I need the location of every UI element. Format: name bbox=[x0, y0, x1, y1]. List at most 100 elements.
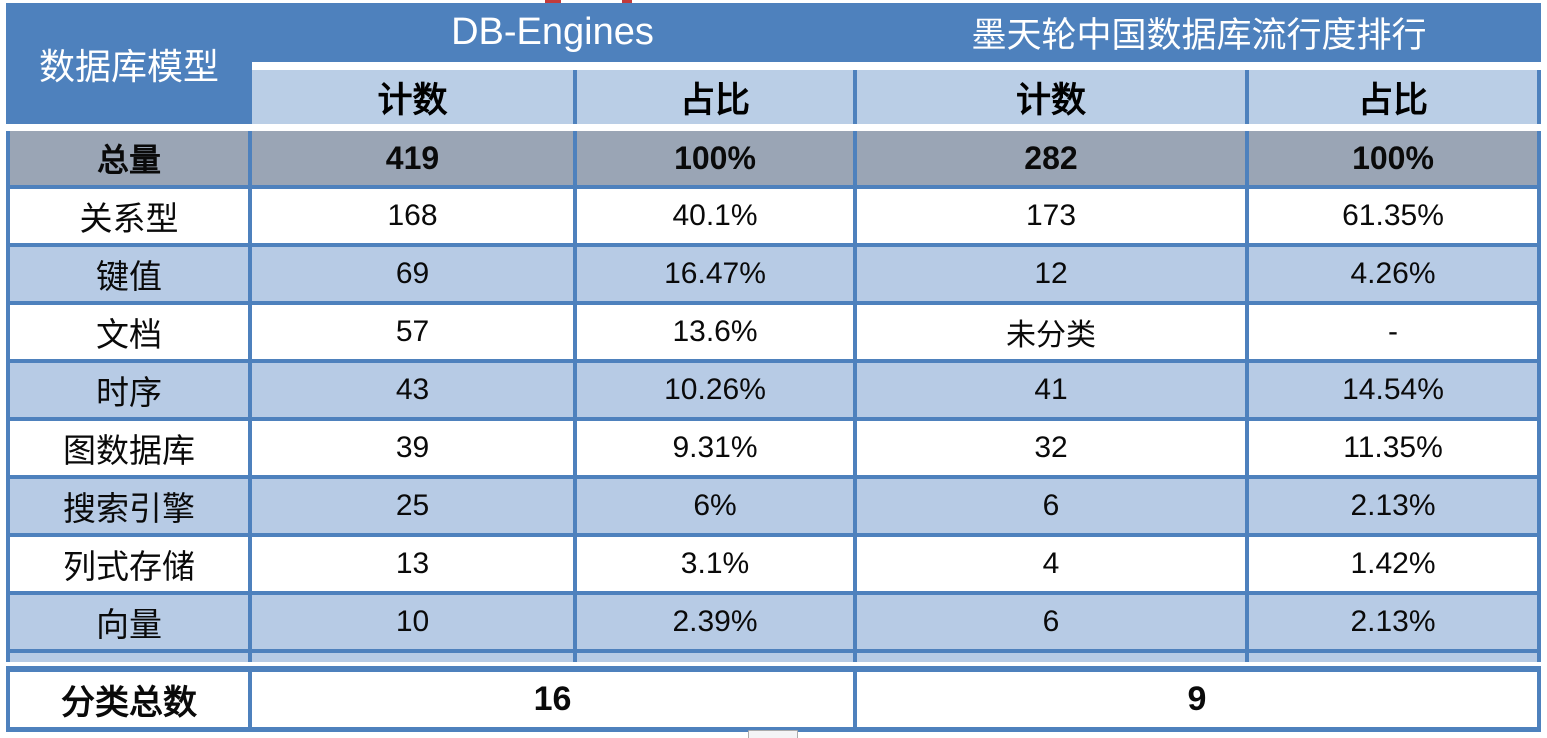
cell-value: 100% bbox=[1249, 131, 1537, 185]
column-divider bbox=[573, 305, 577, 359]
cell-value: 未分类 bbox=[1006, 319, 1096, 352]
cell-value: 43 bbox=[252, 363, 573, 417]
header-gap-strip bbox=[252, 62, 1541, 70]
column-divider bbox=[573, 595, 577, 649]
column-divider bbox=[248, 247, 252, 301]
row-label: 关系型 bbox=[79, 202, 179, 238]
database-model-comparison-table: DB-Engines 墨天轮中国数据库流行度排行 数据库模型 计数 占比 计数 … bbox=[6, 3, 1541, 732]
table-row: 图数据库 39 9.31% 32 11.35% bbox=[6, 421, 1541, 475]
cell-value: 40.1% bbox=[672, 199, 758, 232]
column-divider bbox=[853, 70, 857, 124]
column-divider bbox=[1245, 363, 1249, 417]
row-label: 总量 bbox=[10, 131, 248, 185]
footer-gap-strip bbox=[6, 662, 1541, 666]
cell-value: 3.1% bbox=[680, 547, 750, 580]
column-divider bbox=[853, 247, 857, 301]
table-left-border bbox=[6, 595, 10, 649]
cell-value: 13.6% bbox=[672, 315, 758, 348]
crop-artifact-red-dash bbox=[622, 0, 632, 3]
table-bottom-border bbox=[6, 727, 1541, 732]
crop-artifact-red-dash bbox=[545, 0, 561, 3]
column-divider bbox=[853, 537, 857, 591]
column-divider bbox=[248, 479, 252, 533]
data-rows-container: 总量 419 100% 282 100% 关系型 168 40.1% 173 61.35% 键值 69… bbox=[6, 131, 1541, 653]
cell-value: 4 bbox=[1042, 547, 1060, 580]
row-label: 时序 bbox=[10, 363, 248, 417]
cell-value: 41 bbox=[857, 363, 1245, 417]
column-divider bbox=[1245, 70, 1249, 124]
cell-value: 282 bbox=[857, 131, 1245, 185]
column-divider bbox=[1245, 189, 1249, 243]
cell-value: 9.31% bbox=[672, 431, 758, 464]
column-divider bbox=[248, 131, 252, 185]
column-divider bbox=[853, 653, 857, 662]
table-right-border bbox=[1537, 247, 1541, 301]
table-right-border bbox=[1537, 421, 1541, 475]
column-divider bbox=[573, 421, 577, 475]
column-divider bbox=[1245, 421, 1249, 475]
table-row: 总量 419 100% 282 100% bbox=[6, 131, 1541, 185]
table-left-border bbox=[6, 672, 10, 727]
column-divider bbox=[248, 363, 252, 417]
cell-value: 14.54% bbox=[1249, 363, 1537, 417]
group-header-db-engines: DB-Engines bbox=[451, 11, 654, 53]
table-left-border bbox=[6, 363, 10, 417]
row-divider bbox=[6, 591, 1541, 595]
header-body-gap-strip bbox=[6, 124, 1541, 131]
table-right-border bbox=[1537, 189, 1541, 243]
column-divider bbox=[1245, 479, 1249, 533]
cell-value: 69 bbox=[252, 247, 573, 301]
column-divider bbox=[853, 363, 857, 417]
table-left-border bbox=[6, 189, 10, 243]
row-label: 文档 bbox=[96, 318, 162, 354]
column-divider bbox=[573, 247, 577, 301]
cell-value: 6 bbox=[857, 595, 1245, 649]
table-left-border bbox=[6, 305, 10, 359]
column-divider bbox=[1245, 537, 1249, 591]
column-divider bbox=[853, 672, 857, 727]
row-divider bbox=[6, 301, 1541, 305]
table-right-border bbox=[1537, 595, 1541, 649]
table-row: 时序 43 10.26% 41 14.54% bbox=[6, 363, 1541, 417]
corner-header-database-model: 数据库模型 bbox=[6, 3, 252, 124]
column-divider bbox=[1245, 305, 1249, 359]
subheader-spacer bbox=[6, 70, 252, 124]
column-divider bbox=[573, 70, 577, 124]
table-left-border bbox=[6, 247, 10, 301]
cell-value: 57 bbox=[395, 315, 430, 348]
table-row: 关系型 168 40.1% 173 61.35% bbox=[6, 189, 1541, 243]
column-divider bbox=[1245, 247, 1249, 301]
table-right-border bbox=[1537, 363, 1541, 417]
row-divider bbox=[6, 243, 1541, 247]
cell-value: - bbox=[1388, 315, 1398, 348]
table-row: 键值 69 16.47% 12 4.26% bbox=[6, 247, 1541, 301]
footer-row: 分类总数 16 9 bbox=[6, 672, 1541, 727]
column-divider bbox=[1245, 595, 1249, 649]
cell-value: 2.13% bbox=[1249, 479, 1537, 533]
column-divider bbox=[573, 189, 577, 243]
column-divider bbox=[853, 189, 857, 243]
column-divider bbox=[853, 305, 857, 359]
column-divider bbox=[853, 421, 857, 475]
table-right-border bbox=[1537, 70, 1541, 124]
cell-value: 168 bbox=[387, 199, 438, 232]
column-divider bbox=[573, 479, 577, 533]
subheader-share-motianlun: 占比 bbox=[1249, 70, 1537, 124]
drag-handle[interactable] bbox=[748, 730, 798, 738]
row-label: 搜索引擎 bbox=[10, 479, 248, 533]
footer-top-border bbox=[6, 666, 1541, 672]
cell-value: 6 bbox=[857, 479, 1245, 533]
cell-value: 2.39% bbox=[577, 595, 853, 649]
cell-value: 4.26% bbox=[1249, 247, 1537, 301]
cell-value: 32 bbox=[1034, 431, 1068, 464]
table-right-border bbox=[1537, 672, 1541, 727]
subheader-count-motianlun: 计数 bbox=[857, 70, 1245, 124]
group-header-motianlun: 墨天轮中国数据库流行度排行 bbox=[971, 16, 1427, 55]
column-divider bbox=[573, 131, 577, 185]
row-divider bbox=[6, 359, 1541, 363]
footer-total-motianlun: 9 bbox=[1187, 680, 1207, 718]
footer-total-dbengines: 16 bbox=[533, 680, 572, 718]
column-divider bbox=[248, 595, 252, 649]
empty-cell bbox=[1249, 653, 1537, 662]
table-left-border bbox=[6, 653, 10, 662]
